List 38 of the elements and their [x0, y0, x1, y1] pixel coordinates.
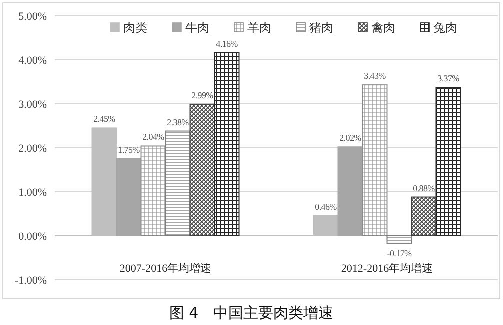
- data-label: 3.43%: [364, 71, 387, 82]
- data-label: 2.38%: [167, 117, 190, 128]
- y-tick-label: 3.00%: [18, 99, 47, 111]
- bar: [338, 146, 364, 236]
- legend-label: 猪肉: [310, 21, 334, 35]
- data-label: 2.02%: [340, 133, 362, 144]
- data-label: 2.99%: [192, 90, 214, 100]
- y-tick-label: 2.00%: [18, 143, 47, 155]
- data-label: 2.45%: [94, 114, 116, 124]
- bar: [190, 104, 216, 236]
- legend-label: 肉类: [124, 21, 148, 35]
- bar: [165, 130, 191, 236]
- data-label: 1.75%: [118, 145, 141, 155]
- legend-label: 羊肉: [248, 21, 272, 35]
- y-tick-label: -1.00%: [14, 275, 47, 287]
- bar: [214, 52, 240, 236]
- text: 图 4 中国主要肉类增速: [169, 304, 334, 322]
- bar: [140, 146, 166, 236]
- bar: [362, 84, 388, 236]
- data-label: -0.17%: [387, 248, 413, 258]
- data-label: 0.46%: [315, 202, 338, 212]
- bar: [386, 236, 412, 244]
- legend-label: 兔肉: [434, 21, 458, 35]
- bar: [411, 196, 437, 236]
- y-tick-label: 0.00%: [18, 231, 47, 243]
- y-tick-label: 1.00%: [18, 187, 47, 199]
- legend-label: 牛肉: [186, 21, 210, 35]
- data-label: 3.37%: [438, 74, 460, 84]
- bar: [436, 87, 462, 236]
- data-label: 2.04%: [142, 132, 166, 142]
- data-label: 4.16%: [216, 38, 239, 49]
- y-tick-label: 5.00%: [18, 11, 47, 23]
- x-tick-label: 2007-2016年均增速: [120, 262, 212, 275]
- legend-label: 禽肉: [372, 21, 396, 35]
- data-label: 0.88%: [413, 183, 436, 194]
- bar: [116, 158, 142, 236]
- x-tick-label: 2012-2016年均增速: [341, 262, 434, 275]
- y-tick-label: 4.00%: [18, 55, 47, 67]
